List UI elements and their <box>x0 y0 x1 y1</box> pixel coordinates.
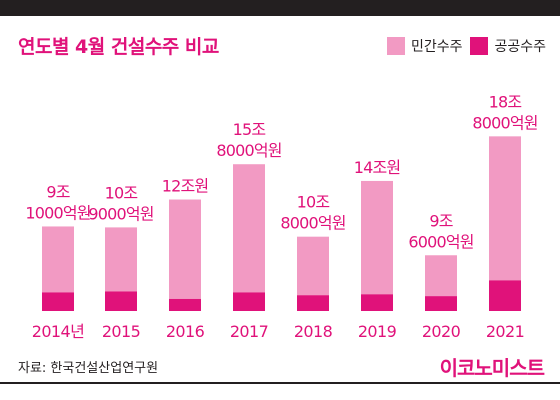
bar-public-7 <box>489 280 521 311</box>
total-label-6-0: 9조 <box>429 211 452 230</box>
total-label-0-0: 9조 <box>46 182 69 201</box>
total-label-7-0: 18조 <box>489 92 522 111</box>
chart-title: 연도별 4월 건설수주 비교 <box>18 36 219 58</box>
total-label-3-0: 15조 <box>233 120 266 139</box>
bottom-bar <box>0 382 560 384</box>
category-label-1: 2015 <box>102 322 140 341</box>
category-label-5: 2019 <box>358 322 397 341</box>
total-label-1-1: 9000억원 <box>88 204 153 223</box>
total-label-7-1: 8000억원 <box>472 113 537 132</box>
bar-public-1 <box>105 291 137 311</box>
total-label-5-0: 14조원 <box>354 158 401 177</box>
bar-public-2 <box>169 298 201 311</box>
legend-swatch-private <box>386 37 405 55</box>
total-label-3-1: 8000억원 <box>216 141 281 160</box>
legend: 민간수주 공공수주 <box>386 36 546 56</box>
total-label-1-0: 10조 <box>105 183 138 202</box>
legend-item-private: 민간수주 <box>386 36 463 56</box>
total-label-0-1: 1000억원 <box>25 203 90 222</box>
category-label-0: 2014년 <box>32 322 84 341</box>
bar-public-6 <box>425 296 457 311</box>
brand-logo: 이코노미스트 <box>439 356 545 380</box>
legend-item-public: 공공수주 <box>470 36 546 56</box>
bar-private-7 <box>489 136 521 281</box>
bar-private-6 <box>425 255 457 297</box>
legend-swatch-public <box>470 37 489 55</box>
source-note: 자료: 한국건설산업연구원 <box>18 361 159 376</box>
bar-private-1 <box>105 227 137 292</box>
total-label-4-0: 10조 <box>297 193 330 212</box>
total-label-4-1: 8000억원 <box>280 214 345 233</box>
bar-private-2 <box>169 199 201 299</box>
bar-private-5 <box>361 180 393 295</box>
category-label-7: 2021 <box>486 322 524 341</box>
bar-private-3 <box>233 164 265 293</box>
bar-public-5 <box>361 294 393 311</box>
category-label-3: 2017 <box>230 322 268 341</box>
bar-public-3 <box>233 292 265 311</box>
category-label-2: 2016 <box>166 322 205 341</box>
total-label-6-1: 6000억원 <box>408 232 473 251</box>
bar-private-4 <box>297 236 329 296</box>
legend-label-private: 민간수주 <box>410 39 463 55</box>
bar-public-4 <box>297 295 329 311</box>
category-label-4: 2018 <box>294 322 333 341</box>
bar-private-0 <box>42 226 74 293</box>
top-bar <box>0 0 560 16</box>
category-label-6: 2020 <box>422 322 461 341</box>
total-label-2-0: 12조원 <box>162 177 209 196</box>
bar-public-0 <box>42 292 74 311</box>
legend-label-public: 공공수주 <box>494 39 546 55</box>
